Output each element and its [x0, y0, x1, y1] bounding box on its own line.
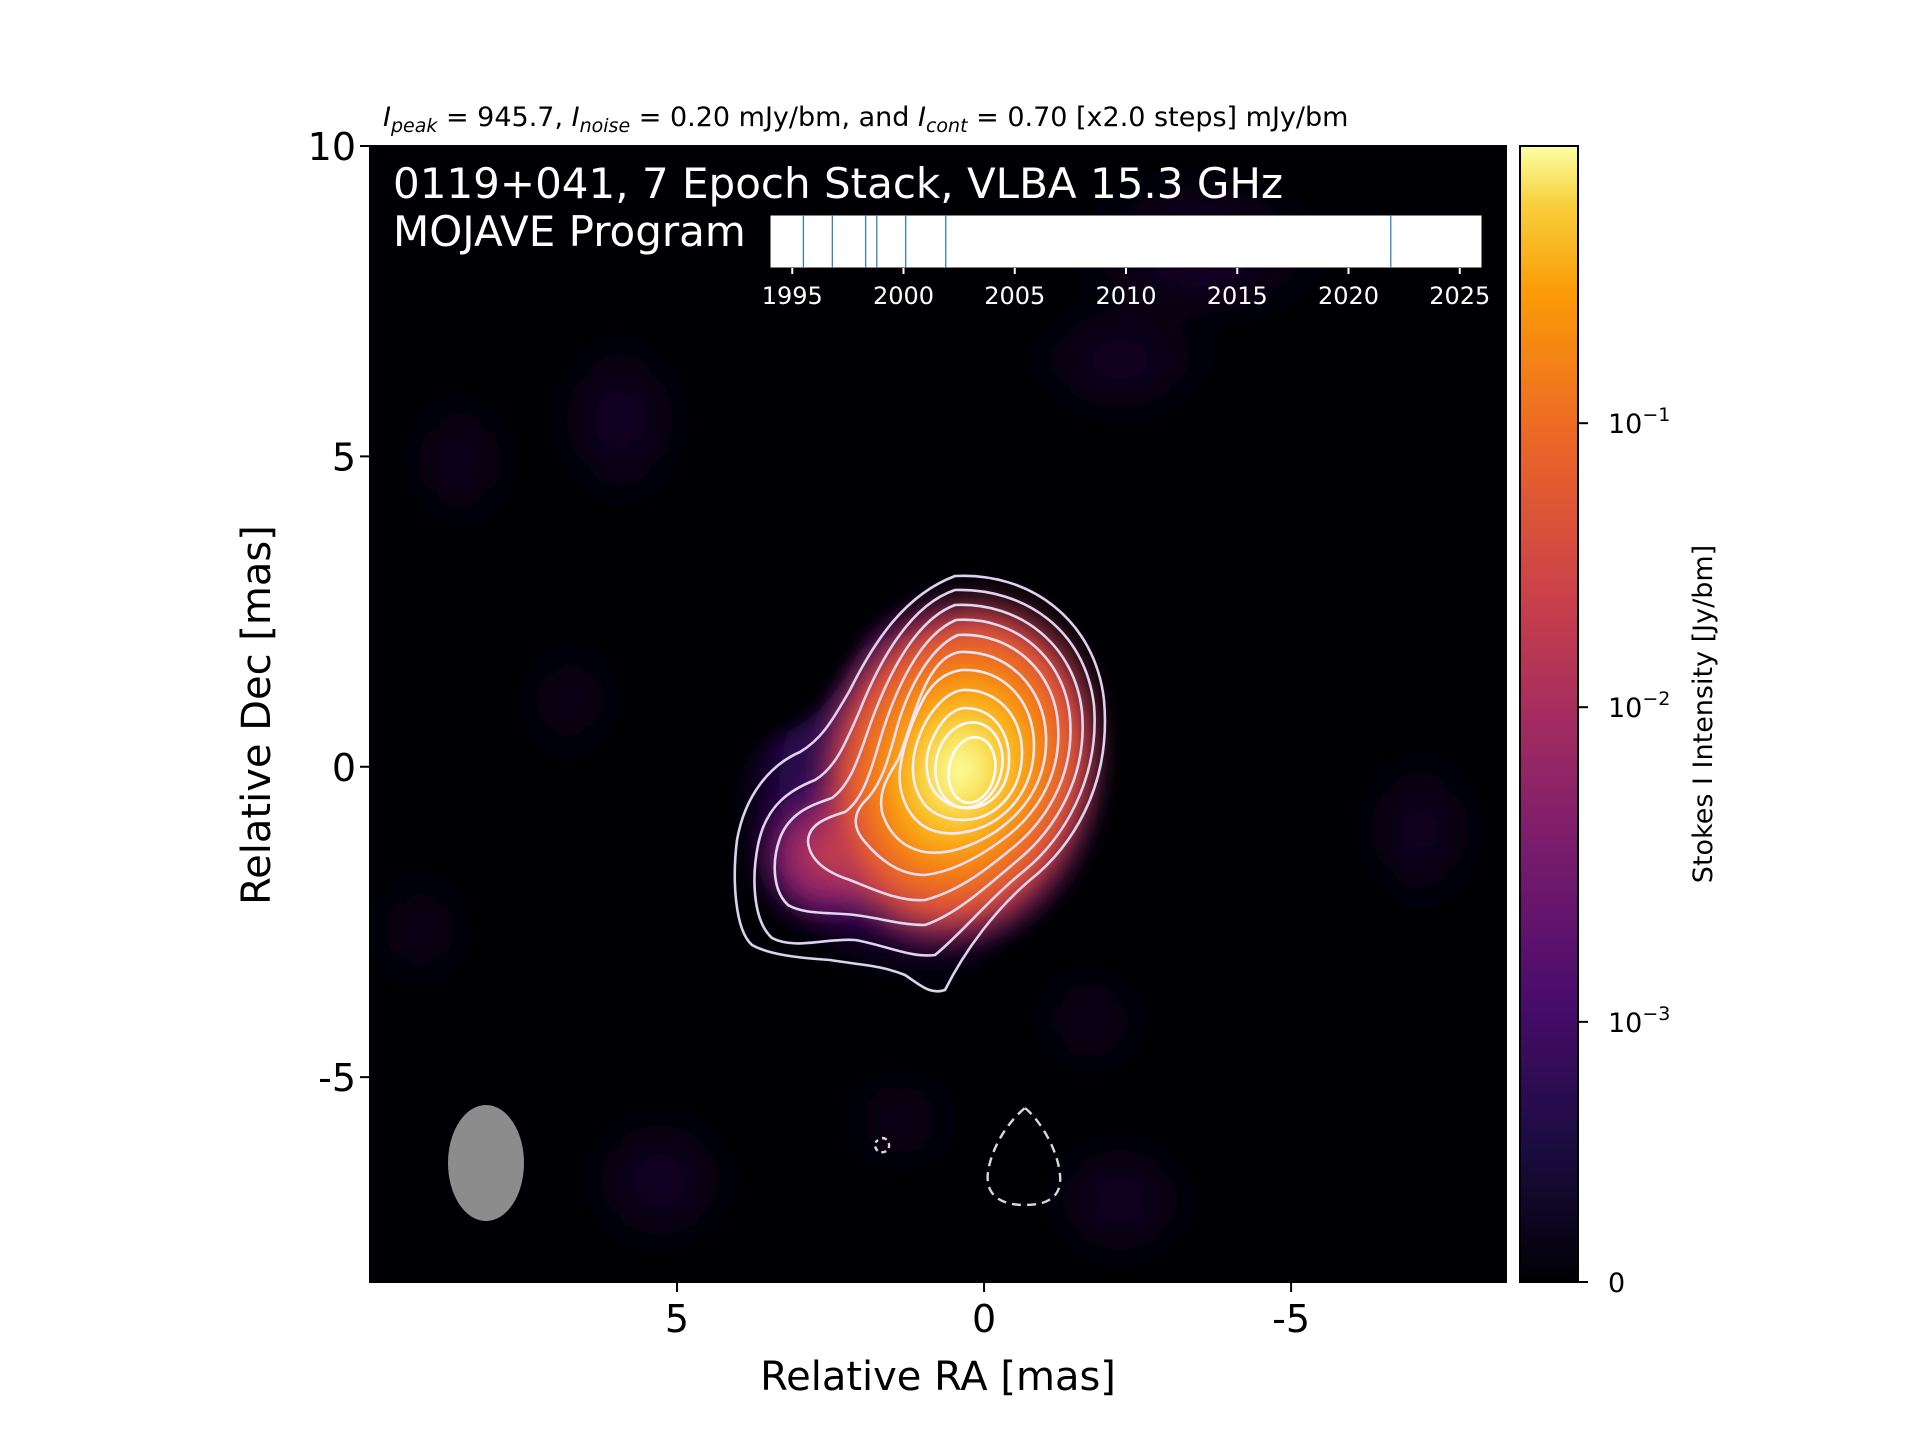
colorbar: 0 10−3 10−2 10−1 Stokes I Intensity [Jy/bm]: [1519, 145, 1719, 1299]
contour-level-11: [947, 735, 997, 805]
noise-blobs: [380, 160, 1480, 1270]
epoch-tick-label: 1995: [762, 282, 823, 310]
y-tick-label: 10: [308, 125, 356, 169]
colorbar-ticks: 0 10−3 10−2 10−1: [1578, 404, 1670, 1299]
x-tick-label: 0: [972, 1297, 996, 1341]
epoch-lines: [802, 215, 1392, 268]
y-tick-label: 0: [332, 746, 356, 790]
contour-level-1: [733, 574, 1107, 993]
header-title: Ipeak = 945.7, Inoise = 0.20 mJy/bm, and…: [383, 102, 1348, 137]
negative-contour-2: [873, 1136, 891, 1154]
epoch-ticks: 1995 2000 2005 2010 2015 2020 2025: [762, 268, 1490, 310]
contour-level-7: [898, 668, 1036, 835]
epoch-tick-label: 2000: [873, 282, 934, 310]
source-emission: [724, 575, 1119, 991]
x-axis-label: Relative RA [mas]: [760, 1354, 1116, 1400]
colorbar-tick-label: 10−3: [1608, 1003, 1670, 1039]
epoch-tick-label: 2005: [984, 282, 1045, 310]
overlay-line-1: 0119+041, 7 Epoch Stack, VLBA 15.3 GHz: [393, 159, 1283, 208]
y-axis-label: Relative Dec [mas]: [234, 525, 280, 905]
x-axis-ticks: 5 0 -5: [665, 1282, 1310, 1341]
intensity-map: [380, 160, 1480, 1270]
y-axis-ticks: 10 5 0 -5: [308, 125, 370, 1100]
contour-level-6: [879, 650, 1048, 854]
colorbar-tick-label: 0: [1608, 1268, 1625, 1299]
negative-contour-1: [986, 1106, 1062, 1207]
image-panel: [369, 145, 1507, 1283]
colorbar-gradient: [1519, 145, 1579, 1283]
epoch-tick-label: 2010: [1095, 282, 1156, 310]
contour-level-3: [773, 603, 1084, 927]
contour-level-2: [753, 588, 1096, 957]
epoch-tick-label: 2020: [1318, 282, 1379, 310]
colorbar-tick-label: 10−2: [1608, 688, 1670, 724]
colorbar-label: Stokes I Intensity [Jy/bm]: [1688, 545, 1719, 883]
contour-level-5: [854, 633, 1060, 877]
plot-frame: [369, 145, 1507, 1283]
epoch-timeline: 1995 2000 2005 2010 2015 2020 2025: [762, 214, 1490, 310]
x-tick-label: 5: [665, 1297, 689, 1341]
positive-contours: [733, 574, 1107, 993]
epoch-tick-label: 2015: [1207, 282, 1268, 310]
beam-ellipse: [448, 1105, 524, 1221]
overlay-line-2: MOJAVE Program: [393, 207, 746, 256]
colorbar-tick-label: 10−1: [1608, 404, 1670, 440]
negative-contours: [873, 1106, 1062, 1207]
contour-level-4: [806, 618, 1072, 902]
epoch-tick-label: 2025: [1429, 282, 1490, 310]
y-tick-label: -5: [318, 1056, 356, 1100]
y-tick-label: 5: [332, 435, 356, 479]
contour-level-10: [934, 721, 1004, 809]
x-tick-label: -5: [1272, 1297, 1310, 1341]
contour-level-8: [911, 688, 1024, 822]
epoch-timeline-box: [769, 214, 1483, 269]
